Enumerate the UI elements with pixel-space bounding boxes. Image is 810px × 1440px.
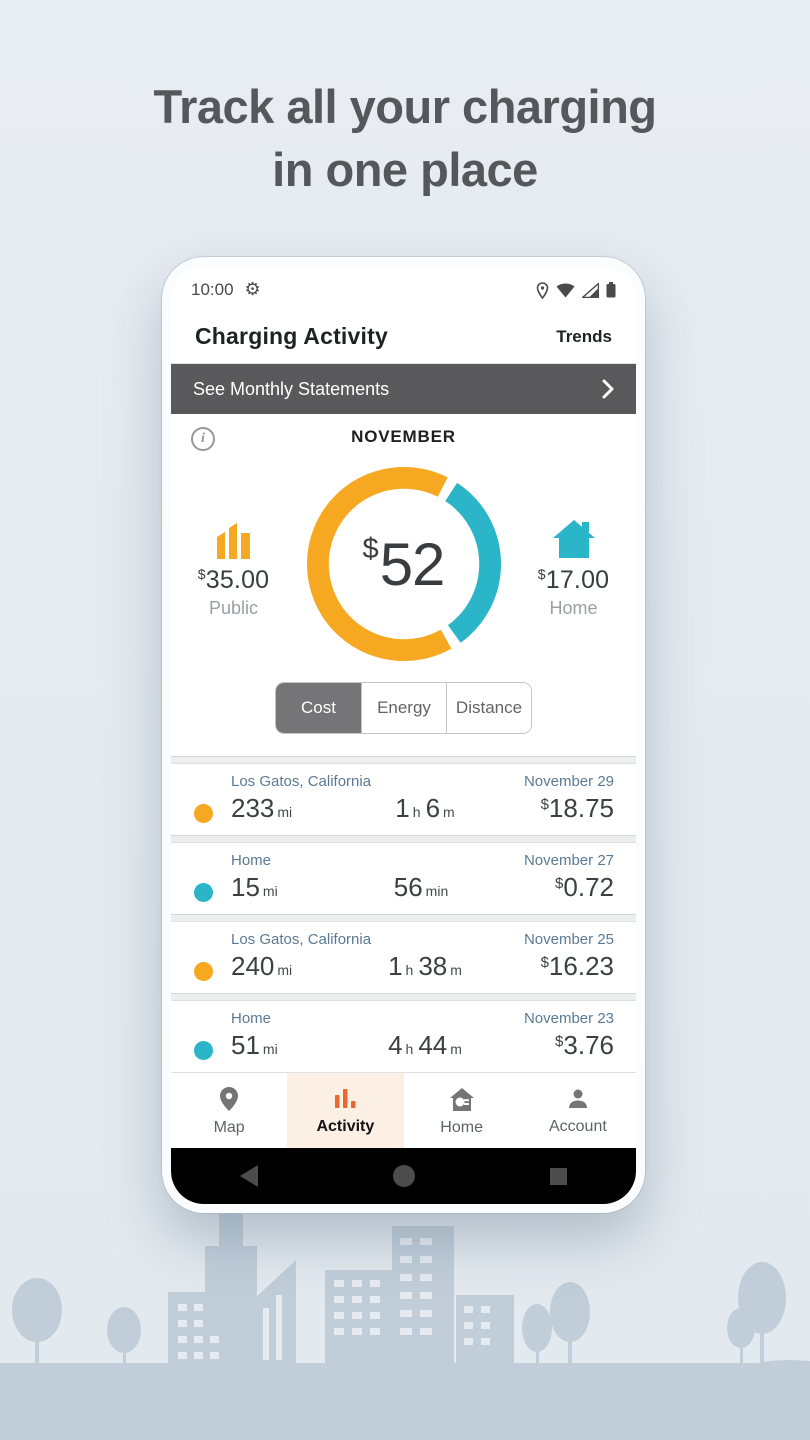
- session-row[interactable]: Home November 27 15 mi 56 min $0.72: [171, 843, 636, 914]
- month-summary-card: i NOVEMBER $35.00: [171, 414, 636, 734]
- session-row[interactable]: Los Gatos, California November 29 233 mi …: [171, 764, 636, 835]
- public-stat: $35.00 Public: [185, 510, 283, 619]
- recents-button[interactable]: [481, 1167, 636, 1185]
- home-house-icon: [552, 519, 595, 558]
- map-pin-icon: [220, 1087, 239, 1111]
- home-label: Home: [549, 597, 598, 618]
- nav-item-map[interactable]: Map: [171, 1073, 287, 1148]
- public-bars-icon: [216, 522, 250, 559]
- home-dot-icon: [194, 883, 213, 902]
- session-duration: 4 h 44 m: [388, 1030, 462, 1060]
- session-location: Los Gatos, California: [231, 931, 372, 948]
- session-distance: 51 mi: [231, 1030, 278, 1060]
- back-icon: [239, 1165, 258, 1187]
- wifi-icon: [556, 283, 575, 297]
- session-distance: 240 mi: [231, 951, 293, 981]
- activity-bars-icon: [335, 1089, 356, 1108]
- app-header: Charging Activity Trends: [171, 308, 636, 364]
- home-dot-icon: [194, 1041, 213, 1060]
- nav-label: Map: [213, 1119, 245, 1136]
- location-icon: [536, 281, 549, 299]
- session-row[interactable]: Los Gatos, California November 25 240 mi …: [171, 922, 636, 993]
- metric-segmented-control: Cost Energy Distance: [275, 682, 532, 734]
- tab-cost[interactable]: Cost: [276, 683, 361, 733]
- phone-mockup: 10:00 ⚙ Charging Activity Trends See Mon…: [162, 257, 645, 1213]
- hero-title-line1: Track all your charging: [153, 80, 657, 133]
- session-duration: 56 min: [393, 872, 449, 902]
- content-area: i NOVEMBER $35.00: [171, 414, 636, 1072]
- donut-total: $52: [362, 530, 446, 598]
- home-button[interactable]: [326, 1165, 481, 1187]
- bottom-navigation: Map Activity: [171, 1072, 636, 1148]
- donut-chart: $52: [305, 465, 503, 663]
- list-divider: [171, 756, 636, 764]
- session-date: November 25: [523, 931, 614, 948]
- session-row[interactable]: Home November 23 51 mi 4 h 44 m $3.76: [171, 1001, 636, 1072]
- nav-label: Home: [440, 1118, 483, 1136]
- public-amount: $35.00: [197, 565, 270, 594]
- city-skyline-illustration: [0, 1202, 810, 1440]
- account-person-icon: [568, 1089, 587, 1108]
- hero-title-line2: in one place: [272, 142, 538, 196]
- recents-square-icon: [550, 1167, 567, 1185]
- home-amount: $17.00: [537, 565, 610, 594]
- status-time: 10:00: [191, 280, 234, 299]
- monthly-statements-banner[interactable]: See Monthly Statements: [171, 364, 636, 414]
- list-divider: [171, 914, 636, 922]
- chevron-right-icon: [602, 379, 614, 399]
- list-divider: [171, 993, 636, 1001]
- nav-label: Activity: [316, 1118, 375, 1135]
- session-date: November 29: [523, 773, 614, 790]
- public-dot-icon: [194, 962, 213, 981]
- info-icon[interactable]: i: [191, 427, 215, 451]
- back-button[interactable]: [171, 1165, 326, 1187]
- nav-label: Account: [548, 1118, 607, 1135]
- session-cost: $0.72: [555, 872, 614, 902]
- session-location: Home: [231, 852, 272, 869]
- home-stat: $17.00 Home: [525, 510, 623, 619]
- gear-icon: ⚙: [244, 279, 261, 300]
- trends-link[interactable]: Trends: [556, 326, 612, 346]
- session-date: November 27: [523, 852, 614, 869]
- session-distance: 233 mi: [231, 793, 293, 823]
- public-label: Public: [208, 597, 259, 618]
- session-location: Los Gatos, California: [231, 773, 372, 790]
- session-distance: 15 mi: [231, 872, 278, 902]
- session-cost: $18.75: [540, 793, 614, 823]
- session-location: Home: [231, 1010, 272, 1027]
- public-dot-icon: [194, 804, 213, 823]
- hero-title: Track all your charging in one place: [0, 76, 810, 202]
- home-circle-icon: [392, 1165, 415, 1187]
- session-cost: $16.23: [540, 951, 614, 981]
- session-cost: $3.76: [555, 1030, 614, 1060]
- status-bar: 10:00 ⚙: [171, 266, 636, 308]
- nav-item-activity[interactable]: Activity: [287, 1073, 404, 1148]
- session-date: November 23: [523, 1010, 614, 1027]
- home-plug-icon: [449, 1087, 474, 1111]
- month-label: NOVEMBER: [351, 427, 456, 446]
- nav-item-home[interactable]: Home: [404, 1073, 520, 1148]
- battery-icon: [606, 282, 616, 298]
- tab-energy[interactable]: Energy: [361, 683, 446, 733]
- tab-distance[interactable]: Distance: [446, 683, 531, 733]
- app-screen: 10:00 ⚙ Charging Activity Trends See Mon…: [171, 266, 636, 1204]
- signal-icon: [582, 282, 599, 298]
- nav-item-account[interactable]: Account: [520, 1073, 636, 1148]
- banner-label: See Monthly Statements: [193, 378, 390, 399]
- session-duration: 1 h 38 m: [388, 951, 462, 981]
- list-divider: [171, 835, 636, 843]
- android-nav-bar: [171, 1148, 636, 1204]
- page-title: Charging Activity: [195, 323, 388, 349]
